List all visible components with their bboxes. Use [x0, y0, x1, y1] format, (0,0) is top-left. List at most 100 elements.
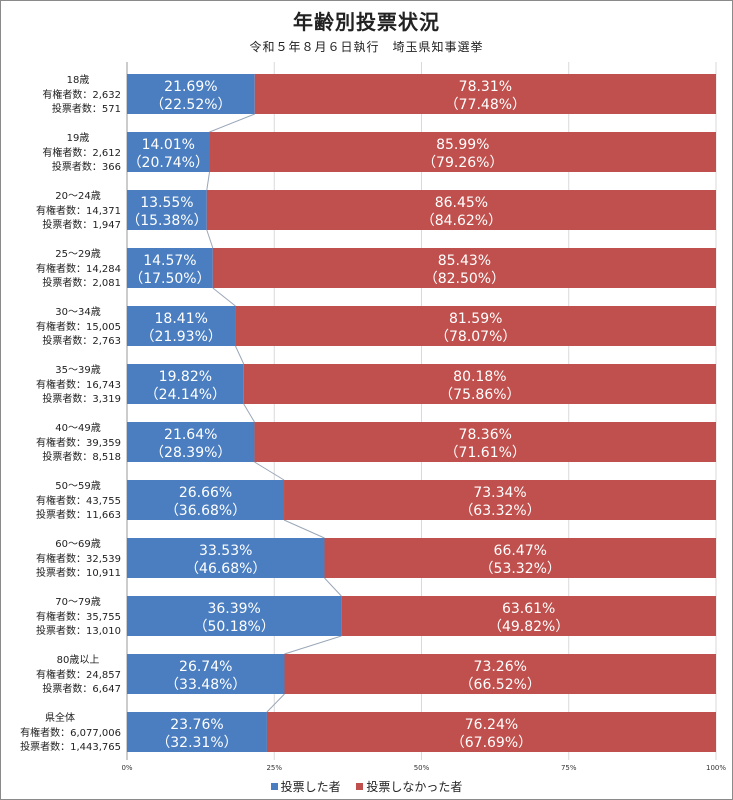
data-label-not-voted: 63.61%	[502, 601, 555, 617]
legend-label-voted: 投票した者	[280, 780, 341, 794]
eligible-count-label: 有権者数：2,612	[42, 146, 121, 159]
bar-not-voted	[206, 190, 716, 230]
data-label-voted-prev: （20.74%）	[128, 155, 209, 171]
category-label: 50～59歳	[55, 480, 100, 492]
bar-not-voted	[254, 422, 716, 462]
data-label-not-voted-prev: （75.86%）	[439, 387, 520, 403]
series-connector-line	[284, 635, 342, 655]
x-tick-label: 75%	[561, 764, 577, 772]
chart-legend: 投票した者 投票しなかった者	[0, 778, 733, 795]
x-tick-label: 100%	[706, 764, 726, 772]
legend-swatch-not-voted	[356, 783, 364, 790]
category-label: 60～69歳	[55, 538, 100, 550]
legend-item-voted: 投票した者	[270, 778, 341, 795]
category-label: 18歳	[67, 74, 90, 86]
data-label-not-voted-prev: （49.82%）	[488, 619, 569, 635]
data-label-not-voted: 81.59%	[449, 311, 502, 327]
series-connector-line	[254, 461, 285, 481]
voter-count-label: 投票者数：571	[52, 102, 121, 115]
voter-count-label: 投票者数：1,947	[42, 218, 121, 231]
legend-item-not-voted: 投票しなかった者	[356, 778, 462, 795]
eligible-count-label: 有権者数：39,359	[36, 436, 121, 449]
data-label-not-voted-prev: （82.50%）	[424, 271, 505, 287]
data-label-not-voted-prev: （84.62%）	[421, 213, 502, 229]
voter-count-label: 投票者数：2,763	[42, 334, 121, 347]
voter-count-label: 投票者数：3,319	[42, 392, 121, 405]
data-label-voted-prev: （21.93%）	[141, 329, 222, 345]
data-label-voted-prev: （36.68%）	[165, 503, 246, 519]
bar-voted	[127, 538, 325, 578]
x-tick-label: 50%	[414, 764, 430, 772]
category-label: 35～39歳	[55, 364, 100, 376]
chart-subtitle: 令和５年８月６日執行 埼玉県知事選挙	[249, 40, 484, 54]
series-connector-line	[206, 229, 214, 249]
bar-voted	[127, 596, 342, 636]
series-connector-line	[234, 345, 245, 365]
bar-not-voted	[254, 74, 717, 114]
data-label-voted: 26.74%	[179, 659, 232, 675]
bar-voted	[127, 306, 236, 346]
data-label-not-voted: 73.26%	[474, 659, 527, 675]
eligible-count-label: 有権者数：2,632	[42, 88, 121, 101]
eligible-count-label: 有権者数：16,743	[36, 378, 121, 391]
category-label: 19歳	[67, 132, 90, 144]
data-label-not-voted: 76.24%	[465, 717, 518, 733]
data-label-voted: 21.69%	[164, 79, 217, 95]
data-label-voted: 26.66%	[179, 485, 232, 501]
bar-not-voted	[243, 364, 716, 404]
data-label-not-voted-prev: （71.61%）	[445, 445, 526, 461]
voter-count-label: 投票者数：11,663	[36, 508, 121, 521]
eligible-count-label: 有権者数：35,755	[36, 610, 121, 623]
data-label-voted: 18.41%	[155, 311, 208, 327]
legend-swatch-voted	[270, 783, 278, 790]
voter-count-label: 投票者数：13,010	[36, 624, 121, 637]
legend-label-not-voted: 投票しなかった者	[366, 780, 463, 794]
data-label-voted-prev: （50.18%）	[193, 619, 274, 635]
bar-not-voted	[284, 480, 716, 520]
bar-not-voted	[284, 654, 716, 694]
data-label-not-voted: 66.47%	[494, 543, 547, 559]
bar-voted	[127, 248, 213, 288]
series-connector-line	[266, 693, 285, 713]
data-label-not-voted: 85.43%	[438, 253, 491, 269]
voter-count-label: 投票者数：1,443,765	[20, 740, 121, 753]
voter-count-label: 投票者数：6,647	[42, 682, 121, 695]
category-label: 30～34歳	[55, 306, 100, 318]
bar-voted	[127, 190, 207, 230]
series-connector-line	[212, 287, 236, 307]
data-label-not-voted-prev: （78.07%）	[435, 329, 516, 345]
data-label-not-voted: 85.99%	[436, 137, 489, 153]
bar-not-voted	[266, 712, 716, 752]
series-connector-line	[324, 577, 342, 597]
data-label-voted: 36.39%	[207, 601, 260, 617]
data-label-voted-prev: （22.52%）	[150, 97, 231, 113]
data-label-voted: 14.57%	[143, 253, 196, 269]
bar-voted	[127, 480, 285, 520]
data-label-not-voted-prev: （77.48%）	[445, 97, 526, 113]
bar-not-voted	[341, 596, 716, 636]
chart-title: 年齢別投票状況	[293, 10, 440, 34]
bar-voted	[127, 422, 255, 462]
category-label: 20～24歳	[55, 190, 100, 202]
voter-count-label: 投票者数：8,518	[42, 450, 121, 463]
bar-voted	[127, 654, 285, 694]
eligible-count-label: 有権者数：43,755	[36, 494, 121, 507]
x-tick-label: 25%	[266, 764, 282, 772]
data-label-voted: 14.01%	[142, 137, 195, 153]
data-label-voted-prev: （15.38%）	[126, 213, 207, 229]
category-label: 40～49歳	[55, 422, 100, 434]
data-label-not-voted-prev: （53.32%）	[480, 561, 561, 577]
voter-count-label: 投票者数：366	[52, 160, 121, 173]
data-label-not-voted: 80.18%	[453, 369, 506, 385]
category-label: 80歳以上	[57, 654, 100, 666]
x-tick-label: 0%	[121, 764, 132, 772]
data-label-not-voted-prev: （63.32%）	[459, 503, 540, 519]
category-label: 70～79歳	[55, 596, 100, 608]
eligible-count-label: 有権者数：32,539	[36, 552, 121, 565]
data-label-not-voted: 86.45%	[435, 195, 488, 211]
eligible-count-label: 有権者数：15,005	[36, 320, 121, 333]
bar-voted	[127, 74, 255, 114]
eligible-count-label: 有権者数：14,284	[36, 262, 121, 275]
data-label-voted: 19.82%	[159, 369, 212, 385]
